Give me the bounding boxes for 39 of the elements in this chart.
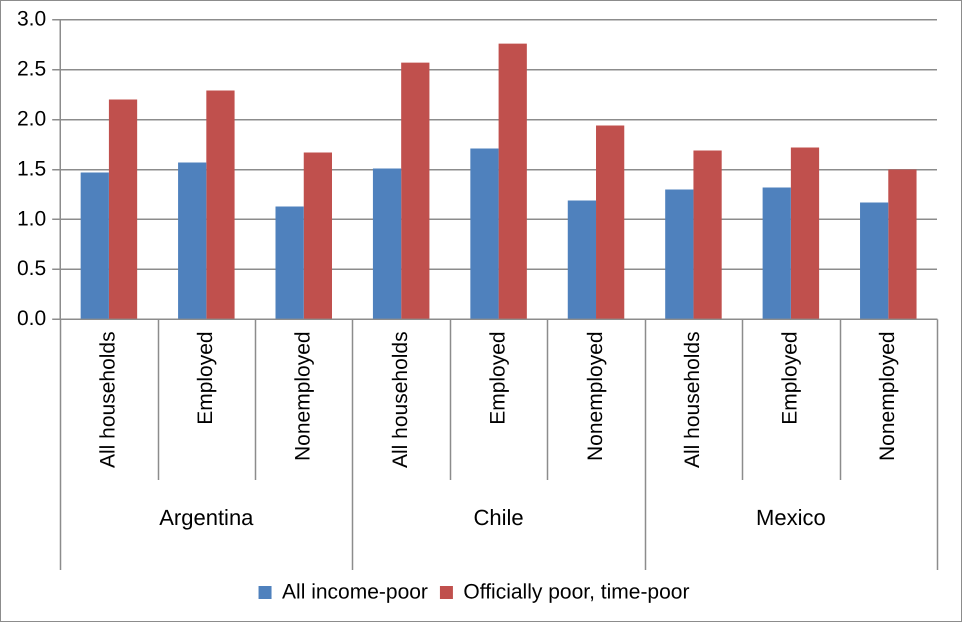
bar — [276, 206, 304, 319]
y-tick-label: 2.0 — [16, 107, 46, 130]
x-tick-label: All households — [96, 331, 120, 468]
text: Chile — [474, 505, 524, 530]
bar — [206, 90, 235, 319]
legend-label: All income-poor — [282, 580, 428, 604]
x-tick-label: Employed — [778, 331, 802, 425]
bar — [790, 148, 820, 319]
bar — [178, 162, 206, 319]
bar — [108, 100, 138, 319]
x-tick-label: All households — [388, 331, 412, 468]
bar — [498, 44, 527, 319]
bar — [860, 202, 888, 319]
bar — [762, 187, 791, 319]
x-tick-label: All households — [681, 331, 704, 468]
bar — [665, 189, 694, 319]
y-tick-label: 2.5 — [16, 57, 46, 80]
bar — [401, 62, 430, 319]
y-tick-label: 1.5 — [16, 157, 46, 180]
x-tick-label: Employed — [194, 331, 218, 425]
x-tick-label: Nonemployed — [292, 331, 315, 461]
bar — [304, 152, 332, 319]
bar — [693, 150, 722, 319]
x-tick-label: Nonemployed — [584, 331, 607, 461]
y-tick-label: 3.0 — [16, 7, 46, 30]
legend-label: Officially poor, time-poor — [463, 580, 690, 604]
bar — [568, 200, 596, 319]
x-tick-label: Employed — [486, 331, 510, 425]
bar — [596, 126, 624, 319]
y-tick-label: 0.0 — [16, 307, 46, 330]
text: Argentina — [159, 505, 254, 530]
y-tick-label: 0.5 — [16, 257, 46, 280]
text: Mexico — [756, 505, 826, 530]
bar — [372, 168, 402, 319]
bar — [888, 170, 917, 319]
x-tick-label: Nonemployed — [876, 331, 900, 461]
y-tick-label: 1.0 — [16, 207, 46, 230]
bar — [80, 172, 109, 319]
bar — [470, 148, 499, 319]
